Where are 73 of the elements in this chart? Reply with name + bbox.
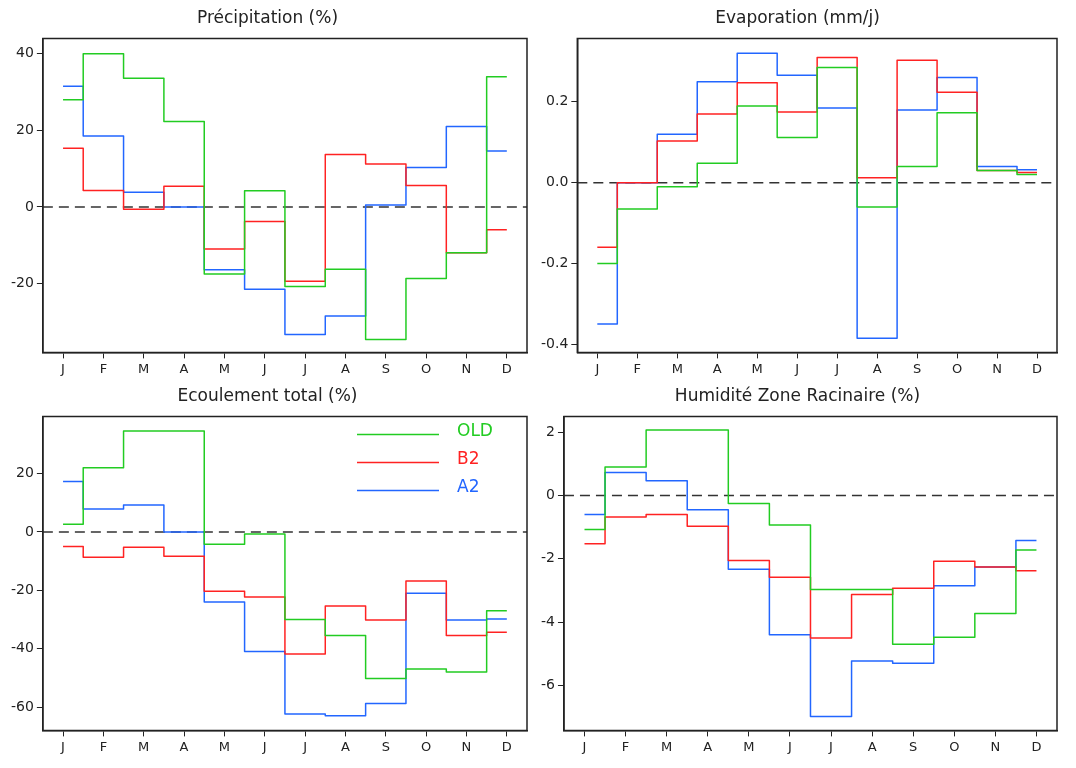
y-tick-label: 0.2 [546,92,569,109]
x-tick-label: N [461,738,472,754]
y-tick-label: -4 [540,612,556,629]
x-tick-label: J [594,360,600,376]
chart-title: Ecoulement total (%) [177,384,358,405]
x-tick-label: M [138,360,150,376]
y-tick-label: -20 [10,580,34,597]
x-tick-label: J [787,738,792,754]
x-tick-label: A [179,738,189,754]
y-tick-label: -2 [540,549,555,566]
x-tick-label: O [951,360,963,376]
x-tick-label: D [1031,738,1042,754]
x-tick-label: D [501,360,512,376]
y-tick-label: 0 [546,486,555,503]
x-tick-label: J [60,360,65,376]
x-tick-label: N [461,360,472,376]
x-tick-label: M [138,738,150,754]
x-tick-label: A [872,360,882,376]
y-tick-label: 20 [16,464,34,481]
x-tick-label: M [751,360,763,376]
x-tick-label: N [992,360,1002,376]
x-tick-label: J [794,360,800,376]
x-tick-label: S [381,738,390,754]
x-tick-label: J [581,738,587,754]
y-tick-label: -40 [10,639,34,656]
x-tick-label: F [99,738,108,754]
x-tick-label: O [949,738,960,754]
legend-label: A2 [457,475,480,496]
x-tick-label: A [179,360,189,376]
y-tick-label: 0 [24,197,34,214]
x-tick-label: S [381,360,390,376]
y-tick-label: 2 [546,422,555,439]
y-tick-label: 20 [16,120,34,137]
x-tick-label: M [218,738,231,754]
x-tick-label: N [990,738,1001,754]
y-tick-label: 0 [24,522,34,539]
x-tick-label: D [501,738,512,754]
chart-title: Evaporation (mm/j) [715,6,880,27]
x-tick-label: J [60,738,65,754]
x-tick-label: J [302,360,308,376]
x-tick-label: S [912,360,922,376]
legend-label: OLD [457,419,493,440]
chart-title: Humidité Zone Racinaire (%) [674,384,921,405]
x-tick-label: A [703,738,713,754]
y-tick-label: -60 [10,697,34,714]
chart-title: Précipitation (%) [196,6,339,27]
x-tick-label: A [341,360,350,376]
legend-label: B2 [457,447,480,468]
x-tick-label: J [261,738,267,754]
y-tick-label: -20 [10,274,34,291]
x-tick-label: M [671,360,683,376]
x-tick-label: M [218,360,231,376]
x-tick-label: J [261,360,267,376]
x-tick-label: O [421,360,432,376]
x-tick-label: F [99,360,108,376]
x-tick-label: F [621,738,630,754]
y-tick-label: 0.0 [546,173,569,190]
x-tick-label: F [633,360,642,376]
x-tick-label: A [341,738,350,754]
y-tick-label: 40 [16,44,34,61]
y-tick-label: -0.2 [540,254,569,271]
x-tick-label: J [828,738,833,754]
x-tick-label: S [909,738,918,754]
x-tick-label: A [712,360,722,376]
y-tick-label: -6 [540,676,556,693]
x-tick-label: M [661,738,673,754]
x-tick-label: J [834,360,840,376]
x-tick-label: A [867,738,877,754]
x-tick-label: D [1032,360,1043,376]
x-tick-label: O [421,738,432,754]
y-tick-label: -0.4 [540,334,569,351]
x-tick-label: J [302,738,308,754]
x-tick-label: M [743,738,755,754]
